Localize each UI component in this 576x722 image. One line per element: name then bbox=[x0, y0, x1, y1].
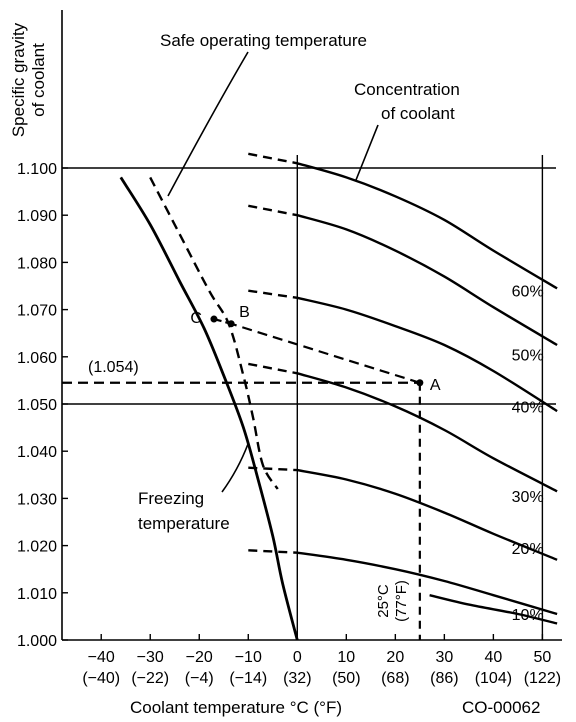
y-tick-label-3: 1.030 bbox=[17, 491, 57, 508]
y-tick-label-9: 1.090 bbox=[17, 208, 57, 225]
x-tick-label-f-9: (122) bbox=[524, 670, 561, 687]
x-tick-label-f-5: (50) bbox=[332, 670, 360, 687]
y-tick-label-8: 1.080 bbox=[17, 255, 57, 272]
y-tick-label-0: 1.000 bbox=[17, 633, 57, 650]
x-tick-label-f-6: (68) bbox=[381, 670, 409, 687]
freezing-curve bbox=[119, 176, 299, 641]
reading-guides: A B C bbox=[62, 304, 441, 640]
x-tick-label-c-3: −10 bbox=[235, 649, 262, 666]
concentration-curve-dashed-5 bbox=[248, 204, 298, 217]
point-label-b: B bbox=[239, 304, 250, 321]
axis-y-title-line2: of coolant bbox=[29, 43, 48, 117]
axis-x-title: Coolant temperature °C (°F) bbox=[130, 698, 342, 717]
concentration-curve-0 bbox=[429, 594, 558, 625]
line-a-to-b bbox=[230, 322, 421, 384]
point-label-c: C bbox=[190, 310, 202, 327]
concentration-curve-1 bbox=[297, 551, 558, 616]
point-a bbox=[416, 379, 424, 387]
freezing-label-line1: Freezing bbox=[138, 489, 204, 508]
concentration-label-line2: of coolant bbox=[381, 104, 455, 123]
temp-c-label: 25°C bbox=[375, 584, 392, 618]
concentration-label-0: 10% bbox=[512, 607, 544, 624]
x-tick-label-f-2: (−4) bbox=[185, 670, 214, 687]
concentration-label-line1: Concentration bbox=[354, 80, 460, 99]
x-tick-label-c-6: 20 bbox=[386, 649, 404, 666]
y-tick-label-7: 1.070 bbox=[17, 303, 57, 320]
concentration-curve-dashed-1 bbox=[248, 549, 298, 554]
x-tick-label-c-8: 40 bbox=[484, 649, 502, 666]
concentration-curve-3 bbox=[296, 372, 558, 493]
figure-code: CO-00062 bbox=[462, 698, 540, 717]
concentration-label-5: 60% bbox=[512, 284, 544, 301]
point-label-a: A bbox=[430, 377, 441, 394]
y-tick-label-10: 1.100 bbox=[17, 161, 57, 178]
temp-f-label: (77°F) bbox=[393, 580, 410, 622]
concentration-curve-6 bbox=[296, 162, 558, 290]
y-tick-label-1: 1.010 bbox=[17, 586, 57, 603]
annotation-leaders bbox=[167, 51, 379, 493]
x-tick-label-f-3: (−14) bbox=[229, 670, 267, 687]
x-tick-label-f-1: (−22) bbox=[131, 670, 169, 687]
x-tick-label-c-2: −20 bbox=[186, 649, 213, 666]
x-tick-label-f-4: (32) bbox=[283, 670, 311, 687]
x-tick-label-f-7: (86) bbox=[430, 670, 458, 687]
reference-lines bbox=[62, 155, 556, 640]
y-tick-label-4: 1.040 bbox=[17, 444, 57, 461]
safe-temp-label: Safe operating temperature bbox=[160, 31, 367, 50]
point-b bbox=[227, 320, 235, 328]
freezing-leader-line bbox=[221, 443, 249, 493]
x-tick-label-c-1: −30 bbox=[137, 649, 164, 666]
axis-y-title-line1: Specific gravity bbox=[9, 22, 28, 137]
x-tick-label-f-8: (104) bbox=[475, 670, 512, 687]
annotations: Specific gravity of coolant Coolant temp… bbox=[9, 22, 540, 717]
concentration-curve-dashed-6 bbox=[248, 152, 298, 165]
concentration-curve-5 bbox=[296, 214, 558, 347]
y-tick-label-5: 1.050 bbox=[17, 397, 57, 414]
safe-operating-curve bbox=[149, 176, 279, 490]
reading-value-label: (1.054) bbox=[88, 359, 139, 376]
point-c bbox=[210, 315, 218, 323]
safe-leader-line bbox=[167, 51, 249, 197]
concentration-label-3: 40% bbox=[512, 399, 544, 416]
freezing-label-line2: temperature bbox=[138, 514, 230, 533]
x-tick-label-c-4: 0 bbox=[293, 649, 302, 666]
x-tick-label-c-9: 50 bbox=[533, 649, 551, 666]
x-tick-label-c-0: −40 bbox=[88, 649, 115, 666]
x-tick-label-c-5: 10 bbox=[337, 649, 355, 666]
concentration-curves: 10%20%30%40%50%60% bbox=[248, 152, 558, 625]
concentration-leader-line bbox=[355, 124, 379, 181]
concentration-label-2: 30% bbox=[512, 489, 544, 506]
y-tick-label-2: 1.020 bbox=[17, 539, 57, 556]
temperature-curves bbox=[119, 176, 299, 641]
x-tick-label-f-0: (−40) bbox=[82, 670, 120, 687]
concentration-curve-2 bbox=[297, 468, 558, 561]
axes: 1.000 1.010 1.020 1.030 1.040 1.050 1.060 1.070… bbox=[17, 10, 562, 687]
x-tick-label-c-7: 30 bbox=[435, 649, 453, 666]
concentration-curve-dashed-3 bbox=[248, 362, 298, 375]
concentration-curve-4 bbox=[297, 296, 558, 413]
concentration-curve-dashed-4 bbox=[248, 289, 298, 299]
y-tick-label-6: 1.060 bbox=[17, 350, 57, 367]
concentration-label-4: 50% bbox=[512, 347, 544, 364]
